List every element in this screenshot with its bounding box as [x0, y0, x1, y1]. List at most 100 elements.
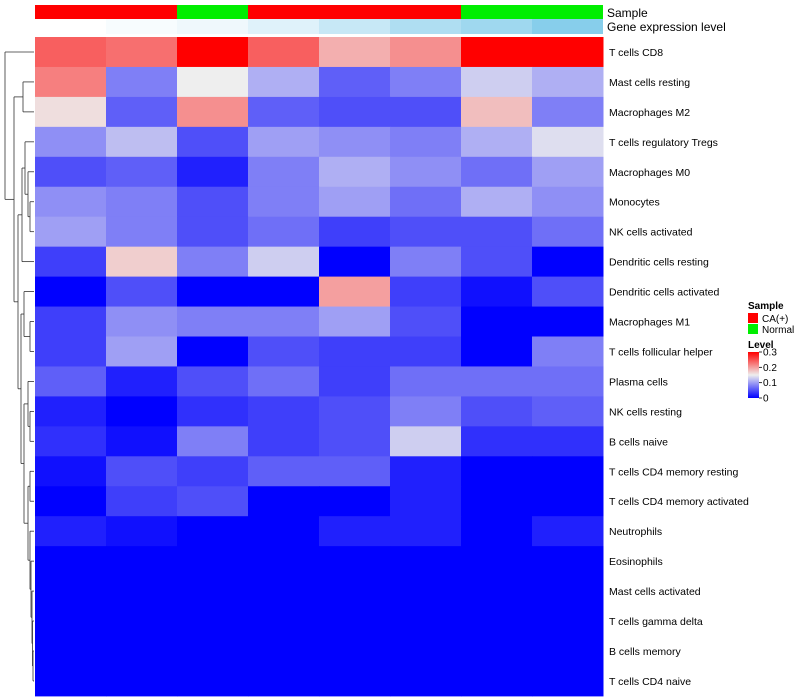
heatmap-cell — [461, 126, 533, 158]
heatmap-cell — [106, 516, 178, 547]
sample-annotation-label: Sample — [607, 6, 648, 20]
heatmap-cell — [390, 665, 462, 697]
heatmap-cell — [461, 546, 533, 577]
heatmap-cell — [319, 546, 391, 577]
heatmap-cell — [177, 66, 249, 98]
heatmap-cell — [106, 306, 178, 337]
heatmap-cell — [390, 246, 462, 278]
expression-annotation-cell — [106, 19, 177, 34]
heatmap-cell — [461, 186, 533, 218]
heatmap-cell — [461, 96, 533, 128]
heatmap-cell — [248, 665, 320, 697]
heatmap-cell — [35, 66, 107, 98]
heatmap-cell — [532, 636, 604, 667]
heatmap-cell — [319, 66, 391, 98]
heatmap-cell — [35, 216, 107, 248]
heatmap-cell — [390, 396, 462, 427]
legend-sample-title: Sample — [748, 301, 784, 312]
heatmap-cell — [461, 396, 533, 427]
sample-annotation-cell — [532, 5, 603, 19]
heatmap-cell — [461, 665, 533, 697]
heatmap-cell — [390, 636, 462, 667]
heatmap-cell — [35, 156, 107, 188]
heatmap-cell — [461, 336, 533, 367]
heatmap-cell — [390, 126, 462, 158]
heatmap-cell — [532, 606, 604, 637]
sample-annotation-cell — [390, 5, 461, 19]
heatmap-cell — [35, 246, 107, 278]
heatmap-cell — [177, 96, 249, 128]
heatmap-cell — [390, 426, 462, 457]
row-label: NK cells resting — [609, 406, 682, 418]
heatmap-cell — [390, 486, 462, 517]
row-label: Neutrophils — [609, 526, 662, 538]
heatmap-cell — [461, 636, 533, 667]
heatmap-cell — [461, 426, 533, 457]
heatmap-cell — [461, 516, 533, 547]
heatmap-cell — [248, 246, 320, 278]
heatmap-cell — [248, 396, 320, 427]
heatmap-cell — [390, 576, 462, 607]
heatmap-cell — [35, 665, 107, 697]
row-label: NK cells activated — [609, 227, 693, 239]
row-label: T cells gamma delta — [609, 616, 703, 628]
heatmap-cell — [319, 636, 391, 667]
heatmap-cell — [461, 276, 533, 308]
heatmap-cell — [532, 246, 604, 278]
heatmap-cell — [532, 126, 604, 158]
heatmap-cell — [177, 126, 249, 158]
heatmap-cell — [390, 336, 462, 367]
heatmap-cell — [177, 396, 249, 427]
heatmap-cell — [177, 576, 249, 607]
heatmap-cell — [106, 37, 178, 68]
heatmap-cell — [532, 276, 604, 308]
legend-tick-label: 0 — [763, 394, 769, 405]
heatmap-cell — [532, 665, 604, 697]
heatmap-cell — [35, 276, 107, 308]
row-label: Plasma cells — [609, 376, 668, 388]
heatmap-cell — [390, 96, 462, 128]
row-labels: T cells CD8 Mast cells resting Macrophages… — [609, 47, 749, 688]
heatmap-cell — [177, 276, 249, 308]
heatmap-cell — [248, 546, 320, 577]
heatmap-cell — [390, 306, 462, 337]
heatmap-cell — [177, 516, 249, 547]
heatmap-cell — [461, 216, 533, 248]
heatmap-cell — [177, 156, 249, 188]
heatmap-cell — [106, 636, 178, 667]
heatmap-cell — [248, 96, 320, 128]
heatmap-cell — [390, 546, 462, 577]
heatmap-cell — [319, 306, 391, 337]
heatmap-cell — [532, 456, 604, 487]
heatmap-cell — [390, 37, 462, 68]
heatmap-cell — [177, 636, 249, 667]
heatmap-cell — [319, 37, 391, 68]
heatmap-cell — [532, 186, 604, 218]
heatmap-cell — [461, 576, 533, 607]
row-label: T cells CD8 — [609, 47, 663, 59]
heatmap-cell — [35, 606, 107, 637]
heatmap-cell — [248, 456, 320, 487]
heatmap-cell — [177, 426, 249, 457]
heatmap-cell — [248, 216, 320, 248]
heatmap-cell — [319, 96, 391, 128]
heatmap-cell — [319, 216, 391, 248]
heatmap-cell — [319, 156, 391, 188]
heatmap-cell — [319, 276, 391, 308]
heatmap-cell — [35, 516, 107, 547]
heatmap-cell — [35, 486, 107, 517]
heatmap-cell — [461, 156, 533, 188]
heatmap-cell — [532, 306, 604, 337]
heatmap-cell — [461, 306, 533, 337]
heatmap-cell — [177, 336, 249, 367]
heatmap-cell — [106, 665, 178, 697]
heatmap-cell — [461, 456, 533, 487]
heatmap-cell — [319, 366, 391, 397]
row-label: Monocytes — [609, 197, 660, 209]
heatmap-cell — [248, 126, 320, 158]
heatmap-cell — [248, 37, 320, 68]
heatmap-cell — [461, 66, 533, 98]
row-label: Dendritic cells activated — [609, 287, 719, 299]
heatmap-cell — [319, 486, 391, 517]
